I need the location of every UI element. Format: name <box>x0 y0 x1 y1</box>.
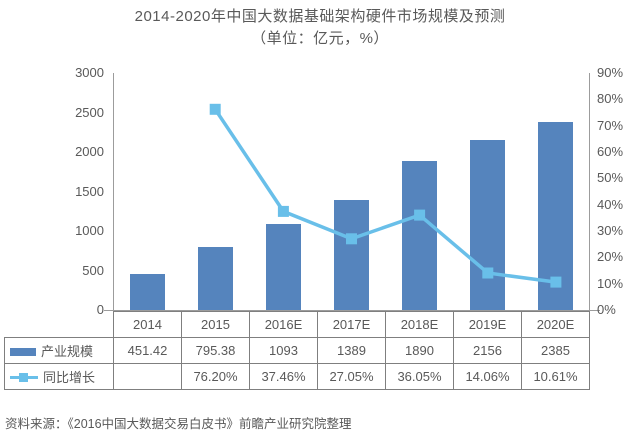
bar <box>197 247 233 310</box>
year-header-row: 2014 2015 2016E 2017E 2018E 2019E 2020E <box>5 311 590 338</box>
y-axis-left-tick: 1500 <box>75 183 104 199</box>
value-cell: 1389 <box>317 337 386 364</box>
value-cell: 27.05% <box>317 363 386 390</box>
data-row: 产业规模 451.42 795.38 1093 1389 1890 2156 2385 <box>4 337 590 364</box>
value-cell: 14.06% <box>453 363 522 390</box>
y-axis-right-tick: 20% <box>597 249 624 265</box>
y-axis-right-tick: 60% <box>597 144 624 159</box>
data-table: 2014 2015 2016E 2017E 2018E 2019E 2020E 产业规模 451… <box>4 311 590 390</box>
value-cell: 1093 <box>249 337 318 364</box>
value-cell: 1890 <box>385 337 454 364</box>
x-axis-line <box>104 310 600 311</box>
legend-cell: 同比增长 <box>4 363 114 390</box>
y-axis-right-tick: 30% <box>597 223 624 238</box>
source-note: 资料来源：《2016中国大数据交易白皮书》前瞻产业研究院整理 <box>5 417 352 431</box>
year-cell: 2014 <box>113 311 182 338</box>
y-axis-right-tick: 40% <box>597 196 624 212</box>
bar <box>470 139 506 310</box>
table-blank-corner <box>5 312 114 338</box>
bar-swatch-icon <box>10 348 36 356</box>
value-cell: 795.38 <box>181 337 250 364</box>
y-axis-right-tick: 50% <box>597 170 624 186</box>
y-axis-right-tick: 90% <box>597 65 624 80</box>
series-label: 产业规模 <box>41 344 94 359</box>
bar <box>334 200 369 310</box>
y-axis-left-tick: 500 <box>82 262 104 278</box>
bar <box>402 160 438 310</box>
line-swatch-icon <box>10 373 38 382</box>
value-cell: 451.42 <box>113 337 182 364</box>
year-cell: 2020E <box>521 311 590 338</box>
value-cell: 76.20% <box>181 363 250 390</box>
year-cell: 2018E <box>385 311 454 338</box>
y-axis-right-tick: 80% <box>597 91 624 107</box>
y-axis-left-tick: 0 <box>96 302 104 317</box>
y-axis-right-tick: 10% <box>597 275 624 291</box>
bar <box>538 121 574 310</box>
legend-cell: 产业规模 <box>4 337 114 364</box>
year-cell: 2019E <box>453 311 522 338</box>
y-axis-left-tick: 2500 <box>75 104 104 120</box>
y-axis-left-tick: 2000 <box>75 144 104 159</box>
year-cell: 2017E <box>317 311 386 338</box>
year-cell: 2016E <box>249 311 318 338</box>
plot-area <box>113 73 590 310</box>
value-cell: 10.61% <box>521 363 590 390</box>
chart-subtitle: （单位：亿元，%） <box>251 30 389 47</box>
y-axis-left-tick: 3000 <box>75 65 104 80</box>
value-cell: 2156 <box>453 337 522 364</box>
y-axis-right-tick: 70% <box>597 117 624 133</box>
value-cell: 2385 <box>521 337 590 364</box>
year-cell: 2015 <box>181 311 250 338</box>
value-cell: 37.46% <box>249 363 318 390</box>
series-label: 同比增长 <box>43 370 96 385</box>
data-row: 同比增长 76.20% 37.46% 27.05% 36.05% 14.06% 10.61% <box>4 363 590 390</box>
value-cell <box>113 363 182 390</box>
y-axis-left-tick: 1000 <box>75 223 104 238</box>
bar <box>265 223 301 310</box>
value-cell: 36.05% <box>385 363 454 390</box>
y-axis-right-tick: 0% <box>597 302 616 317</box>
chart-title: 2014-2020年中国大数据基础架构硬件市场规模及预测 <box>134 8 506 25</box>
bar <box>129 274 165 310</box>
